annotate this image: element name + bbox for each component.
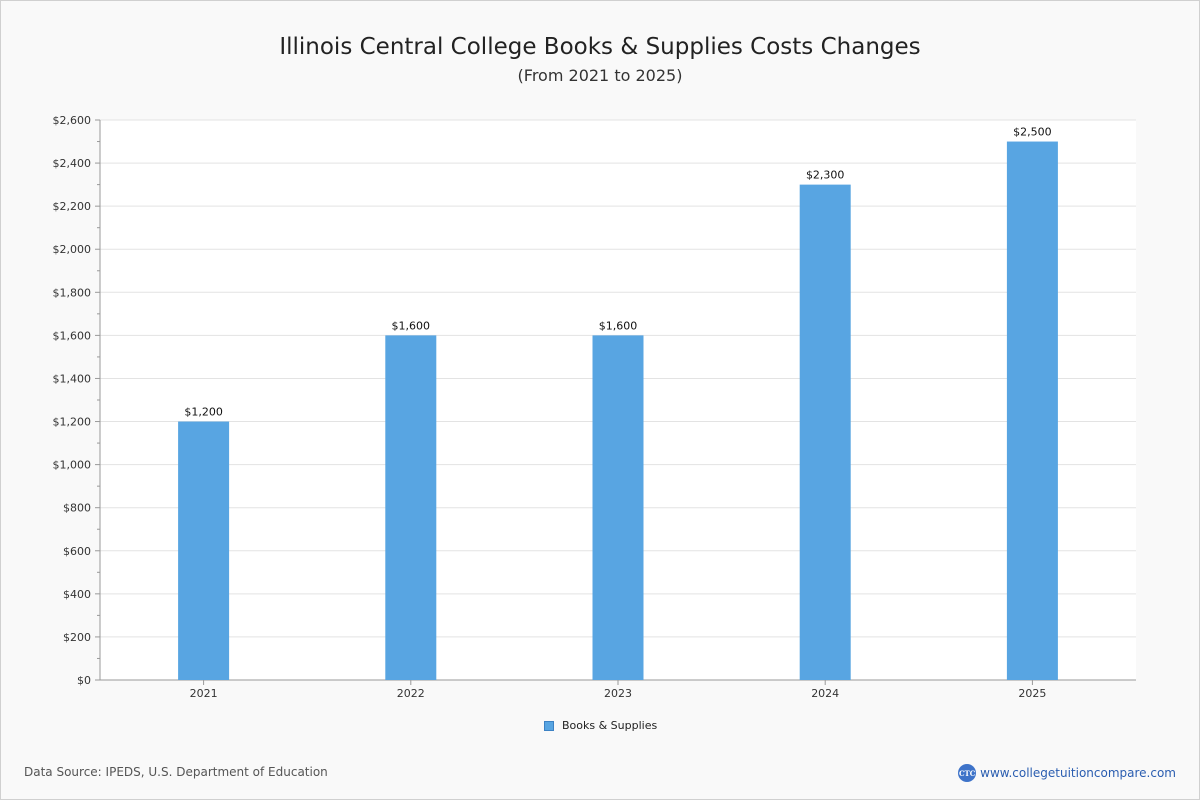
- y-tick-label: $200: [63, 631, 91, 644]
- y-tick-label: $1,600: [53, 329, 92, 342]
- x-tick-label: 2023: [604, 687, 632, 700]
- y-tick-label: $2,400: [53, 157, 92, 170]
- y-tick-label: $1,000: [53, 459, 92, 472]
- y-tick-label: $0: [77, 674, 91, 687]
- bar[interactable]: [592, 335, 644, 680]
- bar-value-label: $2,500: [1013, 126, 1052, 139]
- chart-title: Illinois Central College Books & Supplie…: [279, 34, 921, 60]
- y-tick-label: $2,000: [53, 243, 92, 256]
- legend-swatch: [544, 720, 554, 731]
- bar[interactable]: [799, 184, 851, 680]
- y-tick-label: $400: [63, 588, 91, 601]
- bar-value-label: $1,200: [184, 406, 223, 419]
- x-tick-label: 2022: [397, 687, 425, 700]
- y-tick-label: $800: [63, 502, 91, 515]
- data-source: Data Source: IPEDS, U.S. Department of E…: [24, 765, 328, 779]
- brand-logo-icon: CTC: [958, 764, 977, 782]
- legend[interactable]: Books & Supplies: [544, 719, 657, 732]
- y-tick-label: $1,200: [53, 416, 92, 429]
- legend-label: Books & Supplies: [562, 719, 658, 732]
- bar[interactable]: [1006, 141, 1058, 681]
- y-tick-label: $1,800: [53, 286, 92, 299]
- y-tick-label: $1,400: [53, 372, 92, 385]
- bar[interactable]: [178, 421, 230, 680]
- x-tick-label: 2024: [811, 687, 839, 700]
- bar[interactable]: [385, 335, 437, 680]
- x-tick-label: 2025: [1018, 687, 1046, 700]
- brand-link[interactable]: CTC www.collegetuitioncompare.com: [958, 764, 1176, 782]
- y-tick-label: $600: [63, 545, 91, 558]
- chart-subtitle: (From 2021 to 2025): [517, 66, 683, 85]
- bar-value-label: $1,600: [599, 319, 638, 332]
- brand-url: www.collegetuitioncompare.com: [980, 766, 1176, 780]
- x-tick-label: 2021: [190, 687, 218, 700]
- bar-value-label: $2,300: [806, 169, 845, 182]
- y-tick-label: $2,600: [53, 114, 92, 127]
- y-tick-label: $2,200: [53, 200, 92, 213]
- bar-value-label: $1,600: [392, 319, 431, 332]
